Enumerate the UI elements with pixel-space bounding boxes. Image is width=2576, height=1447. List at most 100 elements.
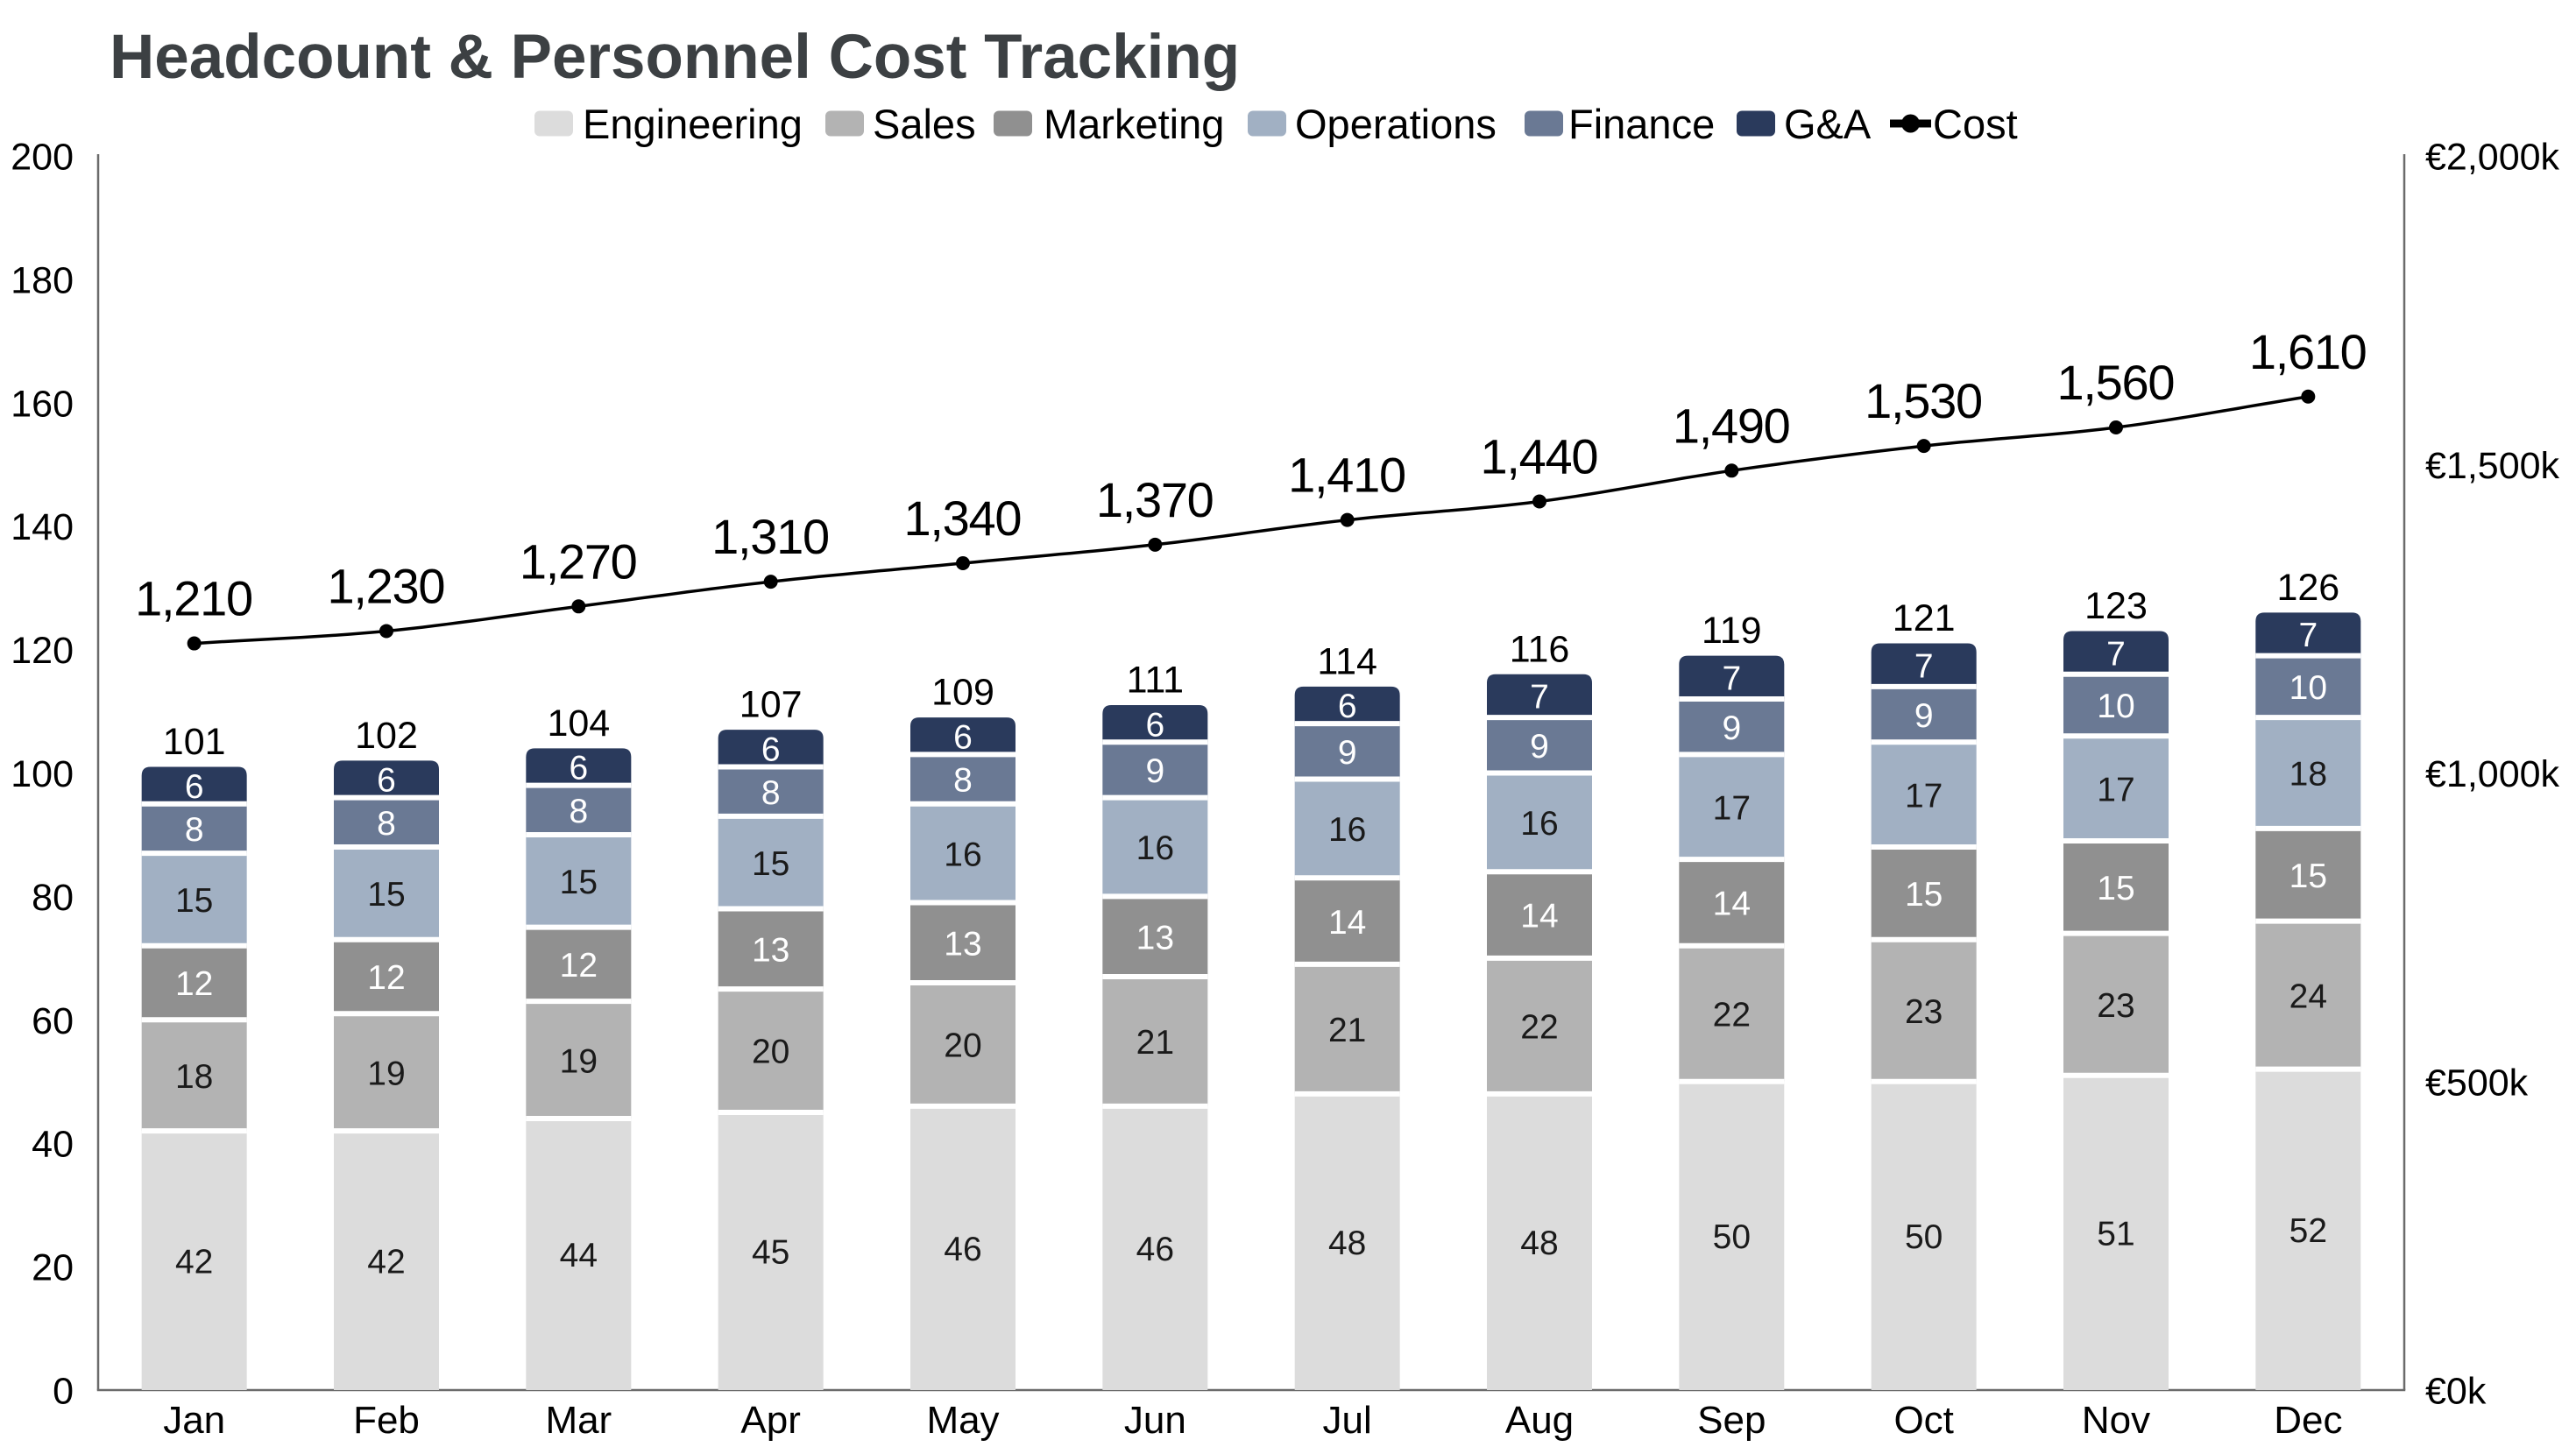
svg-text:100: 100 xyxy=(11,753,74,795)
svg-text:Feb: Feb xyxy=(353,1399,420,1442)
svg-text:May: May xyxy=(926,1399,999,1442)
svg-text:G&A: G&A xyxy=(1784,101,1872,147)
svg-text:7: 7 xyxy=(1914,647,1934,685)
svg-text:21: 21 xyxy=(1328,1012,1366,1049)
svg-text:Nov: Nov xyxy=(2082,1399,2150,1442)
svg-text:€1,500k: €1,500k xyxy=(2425,445,2560,487)
svg-text:1,310: 1,310 xyxy=(711,509,830,564)
svg-text:107: 107 xyxy=(740,684,803,726)
svg-text:6: 6 xyxy=(1145,706,1164,744)
svg-text:Sep: Sep xyxy=(1697,1399,1766,1442)
svg-text:Jul: Jul xyxy=(1323,1399,1372,1442)
svg-text:7: 7 xyxy=(2298,617,2318,654)
svg-text:15: 15 xyxy=(367,876,405,914)
svg-text:9: 9 xyxy=(1722,709,1741,747)
svg-text:200: 200 xyxy=(11,137,74,179)
svg-text:42: 42 xyxy=(175,1243,213,1281)
svg-text:15: 15 xyxy=(1905,876,1943,914)
svg-text:€2,000k: €2,000k xyxy=(2425,137,2560,179)
svg-text:21: 21 xyxy=(1136,1024,1174,1062)
svg-text:44: 44 xyxy=(560,1237,598,1274)
svg-text:20: 20 xyxy=(752,1034,789,1071)
svg-text:23: 23 xyxy=(1905,993,1943,1031)
svg-text:Apr: Apr xyxy=(740,1399,800,1442)
svg-text:€1,000k: €1,000k xyxy=(2425,753,2560,795)
svg-text:40: 40 xyxy=(32,1124,74,1166)
svg-text:51: 51 xyxy=(2097,1216,2134,1253)
svg-text:7: 7 xyxy=(2106,635,2126,673)
svg-text:116: 116 xyxy=(1510,628,1570,670)
svg-text:48: 48 xyxy=(1520,1225,1558,1262)
svg-text:10: 10 xyxy=(2097,688,2134,725)
svg-text:60: 60 xyxy=(32,1000,74,1042)
svg-text:Jun: Jun xyxy=(1124,1399,1186,1442)
svg-text:15: 15 xyxy=(2289,858,2327,895)
svg-text:1,490: 1,490 xyxy=(1673,398,1791,453)
svg-text:102: 102 xyxy=(355,715,418,757)
svg-text:17: 17 xyxy=(2097,771,2134,808)
svg-text:15: 15 xyxy=(175,882,213,920)
svg-text:9: 9 xyxy=(1145,752,1164,790)
svg-text:14: 14 xyxy=(1520,898,1558,935)
svg-text:10: 10 xyxy=(2289,669,2327,707)
svg-text:24: 24 xyxy=(2289,978,2327,1015)
svg-text:12: 12 xyxy=(367,959,405,997)
svg-text:50: 50 xyxy=(1713,1218,1751,1256)
svg-text:1,270: 1,270 xyxy=(520,533,638,589)
svg-text:15: 15 xyxy=(752,845,789,883)
svg-text:42: 42 xyxy=(367,1243,405,1281)
svg-text:18: 18 xyxy=(175,1058,213,1096)
svg-text:1,340: 1,340 xyxy=(904,491,1023,546)
svg-text:16: 16 xyxy=(1136,829,1174,867)
svg-text:7: 7 xyxy=(1530,679,1549,716)
svg-text:18: 18 xyxy=(2289,756,2327,794)
svg-text:52: 52 xyxy=(2289,1212,2327,1250)
svg-text:6: 6 xyxy=(185,768,204,806)
svg-text:1,560: 1,560 xyxy=(2057,355,2176,410)
svg-text:0: 0 xyxy=(53,1371,74,1413)
svg-text:160: 160 xyxy=(11,383,74,425)
svg-text:12: 12 xyxy=(560,947,598,985)
svg-text:114: 114 xyxy=(1317,640,1377,682)
svg-text:13: 13 xyxy=(1136,919,1174,956)
svg-text:23: 23 xyxy=(2097,987,2134,1025)
svg-text:Engineering: Engineering xyxy=(583,101,803,147)
svg-text:19: 19 xyxy=(367,1055,405,1092)
svg-text:14: 14 xyxy=(1328,904,1366,942)
svg-text:Dec: Dec xyxy=(2274,1399,2342,1442)
svg-text:8: 8 xyxy=(185,811,204,849)
svg-text:20: 20 xyxy=(944,1027,981,1065)
svg-text:15: 15 xyxy=(2097,870,2134,907)
svg-text:1,610: 1,610 xyxy=(2249,324,2367,379)
svg-text:1,530: 1,530 xyxy=(1865,373,1983,428)
svg-text:1,440: 1,440 xyxy=(1481,429,1599,484)
svg-text:109: 109 xyxy=(931,672,994,714)
svg-text:Headcount & Personnel Cost Tra: Headcount & Personnel Cost Tracking xyxy=(110,23,1240,92)
svg-text:Mar: Mar xyxy=(545,1399,612,1442)
svg-text:14: 14 xyxy=(1713,886,1751,923)
svg-text:1,370: 1,370 xyxy=(1096,472,1214,527)
svg-text:1,230: 1,230 xyxy=(328,558,446,613)
svg-text:126: 126 xyxy=(2276,567,2339,609)
svg-text:46: 46 xyxy=(1136,1231,1174,1268)
svg-text:22: 22 xyxy=(1713,996,1751,1034)
svg-text:Marketing: Marketing xyxy=(1044,101,1224,147)
svg-text:104: 104 xyxy=(547,702,610,745)
svg-text:Jan: Jan xyxy=(163,1399,225,1442)
svg-text:111: 111 xyxy=(1127,660,1184,702)
svg-text:6: 6 xyxy=(569,750,588,787)
svg-text:140: 140 xyxy=(11,506,74,548)
svg-text:13: 13 xyxy=(944,925,981,963)
svg-text:180: 180 xyxy=(11,259,74,301)
svg-text:80: 80 xyxy=(32,877,74,919)
svg-text:6: 6 xyxy=(761,731,781,769)
svg-text:Sales: Sales xyxy=(873,101,976,147)
svg-text:22: 22 xyxy=(1520,1009,1558,1047)
svg-text:12: 12 xyxy=(175,965,213,1003)
svg-text:48: 48 xyxy=(1328,1225,1366,1262)
svg-text:6: 6 xyxy=(953,718,973,756)
svg-text:8: 8 xyxy=(953,762,973,800)
svg-text:121: 121 xyxy=(1893,597,1956,639)
svg-text:8: 8 xyxy=(569,793,588,830)
svg-text:1,210: 1,210 xyxy=(135,571,253,626)
